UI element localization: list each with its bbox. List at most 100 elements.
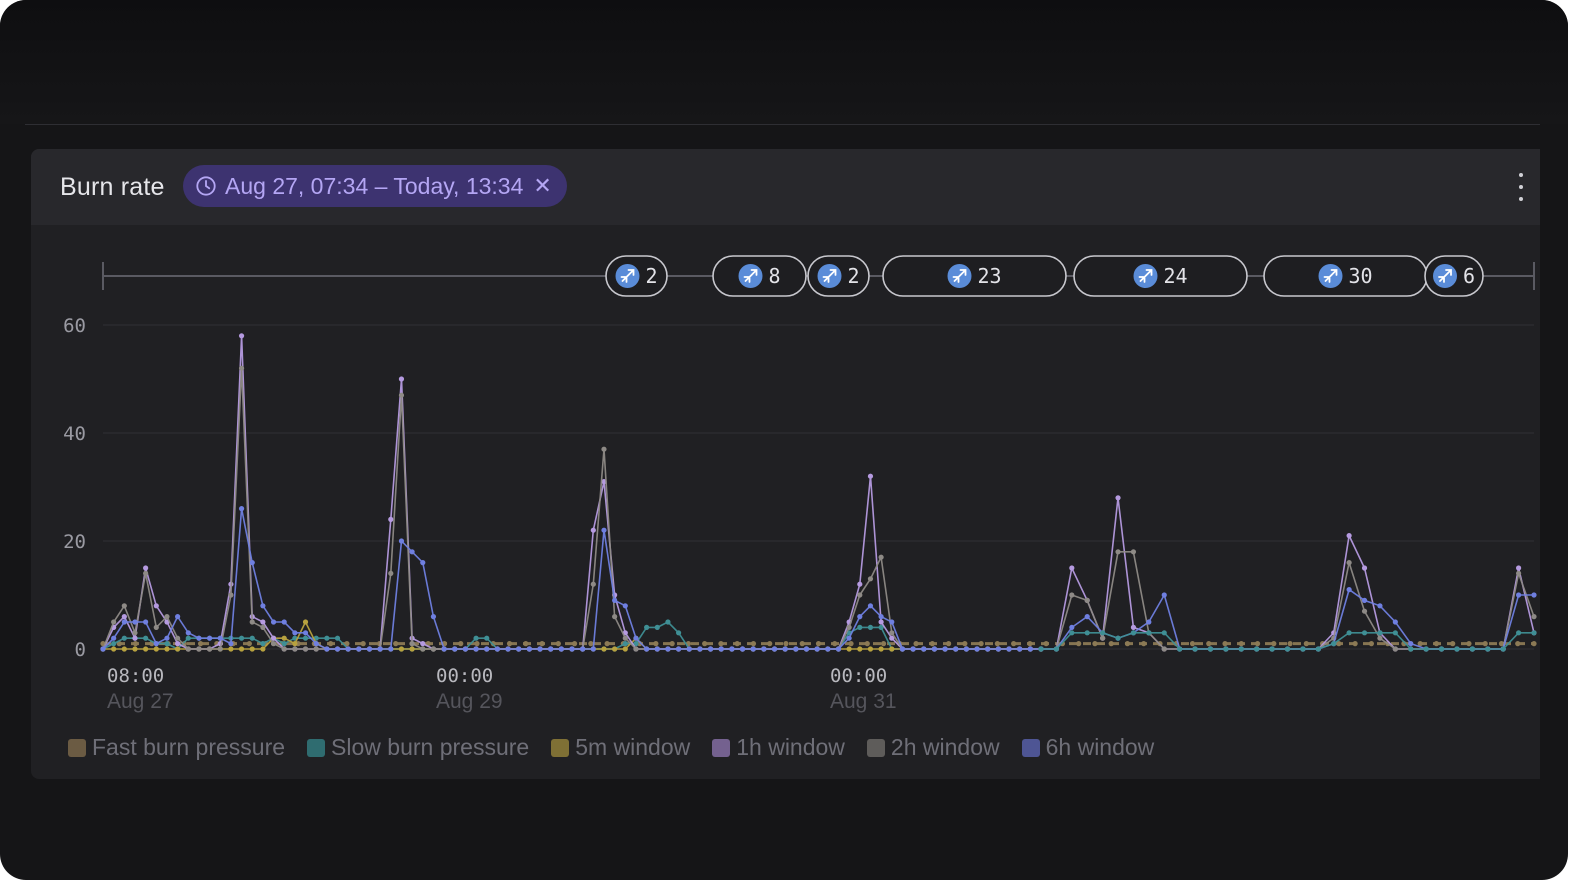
data-point xyxy=(1408,641,1414,647)
data-point xyxy=(1084,614,1090,620)
data-point xyxy=(857,624,863,630)
data-point xyxy=(366,646,373,652)
data-point xyxy=(324,646,330,652)
data-point xyxy=(1115,635,1121,641)
data-point xyxy=(1417,641,1423,647)
x-tick-date: Aug 31 xyxy=(830,690,897,713)
data-point xyxy=(1177,646,1183,652)
data-point xyxy=(1287,641,1293,647)
data-point xyxy=(590,581,596,587)
legend-item[interactable]: 5m window xyxy=(551,734,690,761)
data-point xyxy=(249,646,255,652)
data-point xyxy=(1515,641,1521,647)
legend-label: Fast burn pressure xyxy=(92,734,286,760)
data-point xyxy=(669,641,675,647)
legend-swatch xyxy=(1021,738,1040,757)
time-range-chip[interactable]: Aug 27, 07:34 – Today, 13:34 ✕ xyxy=(183,165,567,207)
data-point xyxy=(238,646,245,652)
deployment-count: 24 xyxy=(1164,264,1188,288)
data-point xyxy=(345,646,351,652)
deployment-marker[interactable]: 8 xyxy=(712,255,807,297)
data-point xyxy=(292,641,298,647)
deployment-count: 23 xyxy=(978,264,1002,288)
deployment-marker[interactable]: 2 xyxy=(807,255,870,297)
data-point xyxy=(654,646,660,652)
data-point xyxy=(675,630,682,636)
deployment-marker[interactable]: 30 xyxy=(1263,255,1428,297)
data-point xyxy=(164,646,170,652)
data-point xyxy=(393,641,399,647)
data-point xyxy=(302,619,309,625)
x-tick-time: 08:00 xyxy=(107,665,164,687)
legend-item[interactable]: 1h window xyxy=(712,734,845,761)
legend-label: 1h window xyxy=(736,734,845,760)
data-point xyxy=(1161,630,1167,636)
data-point xyxy=(260,641,266,647)
deployment-marker[interactable]: 24 xyxy=(1073,255,1248,297)
data-point xyxy=(1269,646,1275,652)
data-point xyxy=(571,641,578,647)
legend-item[interactable]: Slow burn pressure xyxy=(307,734,529,761)
legend-swatch xyxy=(551,738,570,757)
data-point xyxy=(899,646,906,652)
data-point xyxy=(612,646,618,652)
rocket-glyph xyxy=(1323,269,1338,283)
deployment-pill xyxy=(1263,255,1428,297)
data-point xyxy=(1146,619,1152,625)
deployment-marker[interactable]: 6 xyxy=(1424,255,1484,297)
data-point xyxy=(523,641,529,647)
data-point xyxy=(1368,641,1374,647)
data-point xyxy=(825,646,831,652)
data-point xyxy=(1300,646,1306,652)
data-point xyxy=(260,646,266,652)
data-point xyxy=(462,646,469,652)
data-point xyxy=(246,641,252,647)
data-point xyxy=(313,641,319,647)
data-point xyxy=(1303,641,1309,647)
data-point xyxy=(702,641,708,647)
data-point xyxy=(409,641,415,647)
data-point xyxy=(185,635,191,641)
data-point xyxy=(292,630,298,636)
data-point xyxy=(644,624,650,630)
data-point xyxy=(604,641,610,647)
legend-item[interactable]: Fast burn pressure xyxy=(68,734,285,761)
data-point xyxy=(1346,533,1352,539)
data-point xyxy=(653,641,659,647)
data-point xyxy=(1392,630,1398,636)
data-point xyxy=(929,641,935,647)
data-point xyxy=(175,635,181,641)
deployment-marker[interactable]: 2 xyxy=(605,255,668,297)
data-point xyxy=(697,646,703,652)
close-icon[interactable]: ✕ xyxy=(533,173,552,198)
deployment-count: 6 xyxy=(1463,264,1475,288)
kebab-menu-icon[interactable] xyxy=(1514,173,1528,201)
data-point xyxy=(889,619,895,625)
data-point xyxy=(1331,641,1337,647)
data-point xyxy=(590,527,596,533)
data-point xyxy=(1238,646,1244,652)
data-point xyxy=(1515,630,1522,636)
data-point xyxy=(1450,641,1456,647)
data-point xyxy=(718,641,724,647)
data-point xyxy=(484,635,490,641)
legend-item[interactable]: 2h window xyxy=(866,734,1000,761)
deployment-marker[interactable]: 23 xyxy=(882,255,1067,297)
data-point xyxy=(1069,565,1075,571)
data-point xyxy=(1130,549,1137,555)
data-point xyxy=(1271,641,1277,647)
data-point xyxy=(974,646,980,652)
data-point xyxy=(1084,630,1090,636)
data-point xyxy=(793,646,799,652)
data-point xyxy=(356,646,362,652)
data-point xyxy=(1361,630,1368,636)
data-point xyxy=(601,446,607,452)
legend-item[interactable]: 6h window xyxy=(1021,734,1154,761)
data-point xyxy=(963,646,969,652)
data-point xyxy=(164,641,170,647)
data-point xyxy=(1108,641,1114,647)
data-point xyxy=(388,516,394,522)
data-point xyxy=(270,635,277,641)
data-point xyxy=(1043,641,1049,647)
